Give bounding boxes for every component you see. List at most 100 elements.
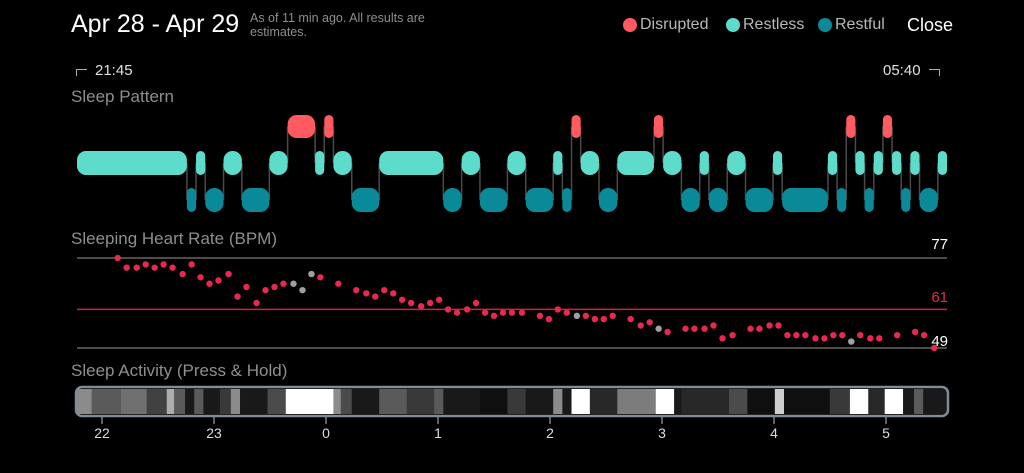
hr-point — [821, 335, 828, 342]
activity-segment — [194, 389, 204, 414]
hr-point — [756, 325, 763, 332]
hr-point — [123, 264, 130, 271]
hr-point — [188, 261, 195, 268]
hr-point — [573, 312, 581, 320]
corner-bracket-right-icon — [928, 69, 940, 76]
activity-segment — [829, 389, 851, 414]
activity-segment — [914, 389, 924, 414]
hr-point — [490, 312, 498, 320]
activity-segment — [240, 389, 268, 414]
hr-point — [435, 296, 443, 303]
hr-point — [444, 306, 452, 313]
hr-point — [876, 335, 883, 342]
sleep-segment-disrupted — [653, 115, 664, 138]
hr-point — [179, 270, 186, 278]
corner-bracket-left-icon — [76, 69, 87, 76]
activity-segment — [443, 389, 481, 414]
sleep-segment-restful — [351, 188, 380, 212]
hr-point — [225, 270, 232, 278]
hr-point — [894, 331, 901, 339]
activity-segment — [219, 389, 232, 414]
hr-point — [453, 309, 461, 316]
activity-segment — [351, 389, 380, 414]
date-range-title: Apr 28 - Apr 29 — [71, 10, 240, 38]
activity-segment — [617, 389, 657, 414]
restless-dot-icon — [726, 18, 740, 32]
activity-segment — [849, 389, 869, 414]
hr-point — [114, 254, 121, 262]
activity-segment — [406, 389, 435, 414]
hr-point — [243, 283, 250, 291]
hr-point — [719, 335, 726, 342]
hr-point — [775, 322, 782, 329]
hr-point — [591, 315, 598, 323]
hr-point — [627, 315, 634, 323]
activity-segment — [91, 389, 122, 414]
activity-segment — [774, 389, 785, 414]
sleep-pattern-heading: Sleep Pattern — [71, 87, 175, 106]
hr-point — [426, 299, 434, 307]
hr-point — [271, 283, 278, 291]
hr-point — [600, 315, 607, 323]
sleep-segment-restless — [892, 151, 902, 175]
hr-point — [381, 286, 388, 294]
legend-restless: Restless — [726, 16, 804, 34]
sleep-segment-restless — [553, 151, 563, 175]
hr-point — [536, 312, 544, 320]
heart-rate-heading: Sleeping Heart Rate (BPM) — [71, 229, 277, 248]
hour-tick-label: 3 — [658, 425, 666, 441]
sleep-segment-restless — [580, 151, 599, 175]
activity-segment — [507, 389, 527, 414]
sleep-segment-restless — [699, 151, 709, 175]
hr-point — [353, 286, 360, 294]
hr-point — [308, 270, 315, 278]
hr-point — [545, 315, 553, 323]
sleep-segment-restful — [443, 188, 462, 212]
sleep-activity-heading: Sleep Activity (Press & Hold) — [71, 361, 288, 380]
hr-point — [151, 264, 158, 271]
sleep-segment-restless — [873, 151, 883, 175]
start-time: 21:45 — [76, 62, 133, 79]
hr-point — [664, 328, 671, 336]
activity-segment — [185, 389, 195, 414]
activity-segment — [655, 389, 675, 414]
sleep-segment-restful — [562, 188, 572, 212]
activity-segment — [379, 389, 408, 414]
hr-point — [160, 261, 167, 268]
hr-point — [299, 286, 306, 294]
hr-point — [793, 331, 800, 339]
hr-point — [554, 306, 562, 313]
sleep-segment-restful — [837, 188, 847, 212]
activity-segment — [868, 389, 886, 414]
hr-point — [472, 299, 480, 307]
hr-point — [206, 280, 213, 287]
restful-dot-icon — [818, 18, 832, 32]
disrupted-dot-icon — [623, 18, 637, 32]
sleep-segment-disrupted — [287, 115, 316, 138]
legend-disrupted: Disrupted — [623, 16, 708, 34]
sleep-segment-restful — [919, 188, 938, 212]
activity-segment — [285, 389, 334, 414]
hr-avg-label: 61 — [931, 289, 948, 306]
activity-segment — [589, 389, 618, 414]
close-button[interactable]: Close — [907, 15, 954, 35]
sleep-segment-restless — [196, 151, 206, 175]
end-time-label: 05:40 — [883, 62, 921, 79]
activity-segment — [479, 389, 508, 414]
sleep-segment-restless — [663, 151, 682, 175]
sleep-segment-restless — [333, 151, 352, 175]
activity-bar-scrubber[interactable] — [74, 385, 950, 418]
estimate-note: As of 11 min ago. All results are estima… — [250, 11, 425, 39]
hr-point — [197, 274, 204, 281]
hr-point — [637, 322, 644, 329]
hr-point — [481, 309, 489, 316]
sleep-segment-restless — [379, 151, 444, 175]
hr-point — [784, 331, 791, 339]
hr-point — [830, 331, 837, 339]
legend-restful: Restful — [818, 16, 885, 34]
activity-segment — [203, 389, 221, 414]
activity-segment — [120, 389, 148, 414]
sleep-segment-restful — [525, 188, 554, 212]
activity-segment — [681, 389, 730, 414]
